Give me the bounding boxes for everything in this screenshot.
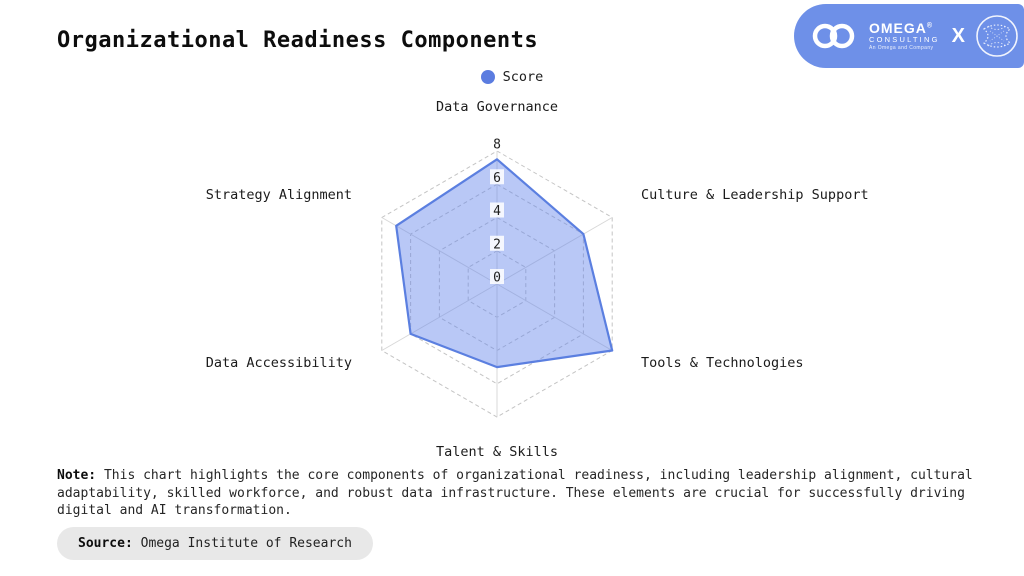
chart-legend: Score: [0, 69, 1024, 85]
radar-tick-backdrop: [490, 136, 504, 151]
radar-axis-line: [381, 283, 498, 351]
brand-subtitle: CONSULTING: [869, 35, 940, 45]
globe-network-icon: [976, 15, 1018, 57]
source-label: Source:: [78, 536, 133, 551]
axis-label-talent-skills: Talent & Skills: [436, 444, 558, 460]
brand-tagline: An Omega and Company: [869, 45, 934, 52]
brand-registered-mark: ®: [926, 21, 934, 29]
note-text: This chart highlights the core component…: [57, 468, 973, 518]
brand-text-block: OMEGA® CONSULTING An Omega and Company: [869, 19, 940, 52]
radar-tick-label: 0: [493, 271, 501, 286]
brand-banner: OMEGA® CONSULTING An Omega and Company X: [794, 4, 1024, 68]
radar-tick-label: 8: [493, 138, 501, 153]
axis-label-culture-leadership-support: Culture & Leadership Support: [641, 187, 869, 203]
infinity-icon: [812, 23, 855, 49]
page-title: Organizational Readiness Components: [57, 28, 539, 53]
radar-data-polygon: [395, 158, 614, 369]
radar-tick-backdrop: [490, 235, 504, 251]
radar-axis-line: [496, 283, 613, 351]
legend-item-score[interactable]: Score: [480, 69, 544, 85]
axis-label-data-accessibility: Data Accessibility: [205, 355, 352, 371]
legend-marker: [480, 70, 495, 84]
radar-axis-line: [496, 217, 613, 285]
radar-axis-line: [381, 217, 498, 285]
note-label: Note:: [57, 468, 97, 483]
radar-tick-backdrop: [490, 269, 504, 284]
radar-tick-label: 4: [493, 204, 501, 219]
chart-note: Note: This chart highlights the core com…: [57, 467, 987, 520]
radar-tick-backdrop: [490, 169, 504, 185]
radar-tick-label: 6: [493, 171, 501, 186]
radar-chart: 0 2 4 6 8: [327, 128, 667, 444]
radar-tick-backdrop: [490, 202, 504, 218]
brand-name: OMEGA®: [869, 19, 934, 36]
source-text: Omega Institute of Research: [132, 536, 352, 551]
source-badge: Source: Omega Institute of Research: [57, 527, 373, 560]
axis-label-strategy-alignment: Strategy Alignment: [205, 187, 352, 203]
axis-label-tools-technologies: Tools & Technologies: [641, 355, 804, 371]
brand-separator-x: X: [951, 24, 965, 47]
radar-tick-label: 2: [493, 237, 501, 252]
axis-label-data-governance: Data Governance: [436, 99, 558, 115]
legend-label: Score: [502, 69, 544, 85]
